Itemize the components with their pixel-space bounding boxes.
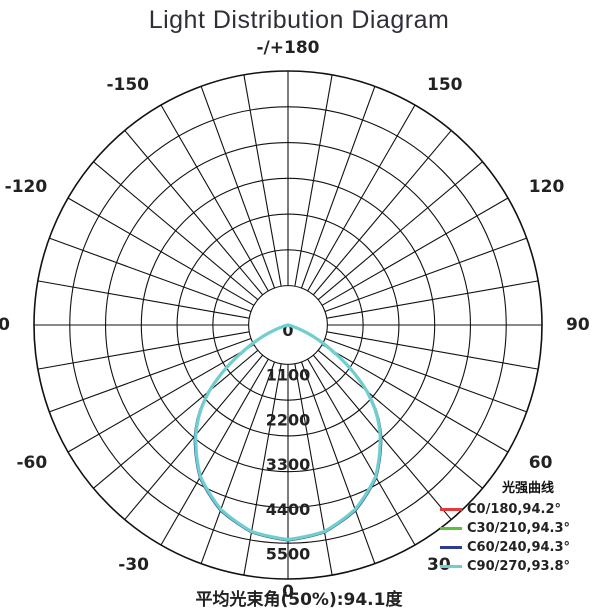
angle-label: -/+180	[257, 38, 320, 58]
grid-spoke	[243, 363, 282, 576]
grid-spoke	[326, 280, 539, 319]
legend-swatch-c0	[440, 508, 462, 511]
grid-spoke	[307, 104, 416, 292]
angle-label: 0	[282, 582, 294, 602]
legend: 光强曲线 C0/180,94.2° C30/210,94.3° C60/240,…	[440, 478, 598, 576]
radial-tick-label: 2200	[266, 410, 311, 429]
legend-item-c0: C0/180,94.2°	[440, 500, 598, 519]
grid-spoke	[300, 361, 376, 564]
angle-label: 150	[427, 75, 463, 95]
grid-spoke	[49, 337, 252, 413]
grid-spoke	[324, 237, 527, 313]
grid-spoke	[67, 344, 255, 453]
legend-item-c90: C90/270,93.8°	[440, 557, 598, 576]
grid-spoke	[317, 161, 483, 301]
chart-title: Light Distribution Diagram	[148, 6, 450, 34]
angle-label: 60	[529, 453, 553, 473]
grid-spoke	[160, 358, 269, 546]
grid-spoke	[200, 86, 276, 289]
legend-title: 光强曲线	[502, 481, 555, 496]
grid-spoke	[312, 130, 452, 296]
series-curve	[194, 323, 382, 542]
angle-label: -120	[5, 177, 48, 197]
angle-label: -60	[16, 453, 47, 473]
legend-label-c30: C30/210,94.3°	[467, 521, 571, 536]
radial-tick-label: 1100	[266, 366, 311, 385]
grid-spoke	[243, 74, 282, 287]
grid-spoke	[37, 280, 250, 319]
legend-label-c0: C0/180,94.2°	[467, 502, 561, 517]
legend-swatch-c60	[440, 546, 462, 549]
grid-spoke	[93, 349, 259, 489]
grid-spoke	[294, 363, 333, 576]
legend-label-c60: C60/240,94.3°	[467, 540, 571, 555]
beam-angle-note: 平均光束角(50%):94.1度	[195, 590, 403, 610]
grid-spoke	[37, 331, 250, 370]
grid-spoke	[326, 331, 539, 370]
grid-spoke	[93, 161, 259, 301]
grid-spoke	[300, 86, 376, 289]
radial-tick-label: 4400	[266, 500, 311, 519]
grid-spoke	[317, 349, 483, 489]
grid-spoke	[321, 197, 509, 306]
grid-spoke	[124, 130, 264, 296]
grid-spoke	[67, 197, 255, 306]
legend-swatch-c30	[440, 527, 462, 530]
grid-spoke	[321, 344, 509, 453]
grid-spoke	[200, 361, 276, 564]
angle-label: 30	[427, 555, 451, 575]
legend-label-c90: C90/270,93.8°	[467, 559, 571, 574]
grid-spoke	[307, 358, 416, 546]
grid-spoke	[160, 104, 269, 292]
angle-label: 120	[529, 177, 565, 197]
radial-tick-label: 0	[282, 321, 293, 340]
angle-label: 90	[566, 315, 590, 335]
legend-swatch-c90	[440, 565, 462, 568]
angle-label: -90	[0, 315, 10, 335]
angle-label: -150	[106, 75, 149, 95]
angle-label: -30	[118, 555, 149, 575]
grid-spoke	[324, 337, 527, 413]
radial-tick-label: 3300	[266, 455, 311, 474]
legend-item-c60: C60/240,94.3°	[440, 538, 598, 557]
grid-spoke	[294, 74, 333, 287]
radial-tick-label: 5500	[266, 545, 311, 564]
legend-item-c30: C30/210,94.3°	[440, 519, 598, 538]
grid-spoke	[49, 237, 252, 313]
